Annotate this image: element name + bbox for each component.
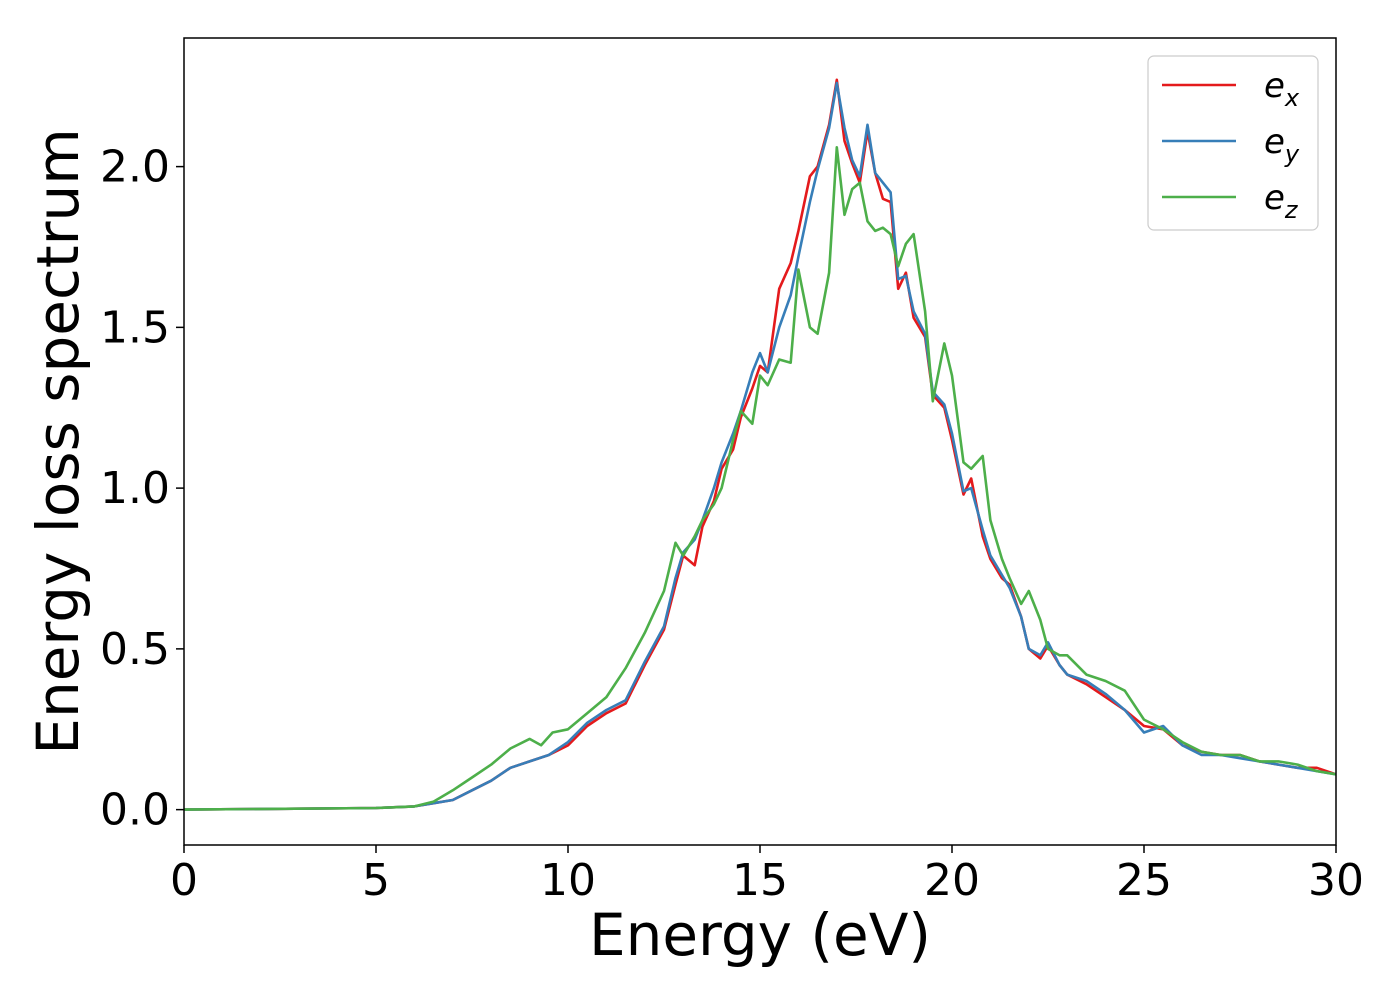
y-tick-label: 0.5: [100, 624, 170, 675]
legend-label: ex: [1264, 66, 1300, 112]
legend-label: ez: [1264, 178, 1299, 224]
y-tick-label: 1.5: [100, 302, 170, 353]
y-tick-label: 0.0: [100, 785, 170, 836]
series-line-e-z: [183, 146, 1337, 811]
series-layer: [183, 78, 1337, 811]
x-tick-label: 15: [732, 855, 788, 906]
legend-box: [1147, 55, 1319, 231]
x-tick-label: 25: [1116, 855, 1172, 906]
x-tick-label: 5: [362, 855, 390, 906]
ticks-layer: 0 5 10 15 20 25 30 0.0 0.5 1.0 1.5 2.0: [100, 142, 1364, 906]
series-line-e-y: [183, 81, 1337, 811]
x-tick-label: 0: [170, 855, 198, 906]
y-tick-label: 1.0: [100, 463, 170, 514]
x-axis-label: Energy (eV): [589, 901, 931, 969]
x-tick-label: 30: [1308, 855, 1364, 906]
y-axis-label: Energy loss spectrum: [24, 128, 92, 754]
x-tick-label: 20: [924, 855, 980, 906]
y-tick-label: 2.0: [100, 142, 170, 193]
legend: ex ey ez: [1147, 55, 1319, 231]
x-tick-label: 10: [540, 855, 596, 906]
legend-label: ey: [1264, 122, 1300, 168]
